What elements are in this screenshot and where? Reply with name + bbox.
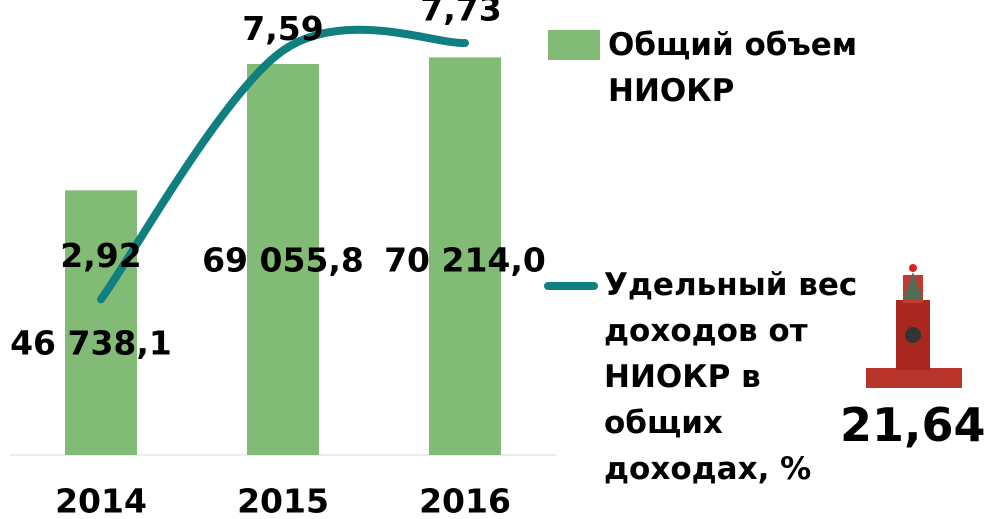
data-label: 70 214,0 bbox=[384, 241, 546, 280]
annotation: 21,64 bbox=[840, 398, 986, 452]
data-label: 7,59 bbox=[242, 9, 323, 48]
legend-swatch bbox=[544, 282, 598, 290]
bar bbox=[247, 63, 319, 456]
legend-swatch bbox=[548, 30, 600, 60]
x-tick-label: 2015 bbox=[237, 482, 329, 519]
bar bbox=[429, 57, 501, 456]
x-tick-label: 2014 bbox=[55, 482, 147, 519]
bar bbox=[65, 190, 137, 455]
data-label: 46 738,1 bbox=[10, 324, 172, 363]
data-label: 2,92 bbox=[60, 236, 141, 275]
line bbox=[97, 25, 469, 304]
kremlin-icon bbox=[866, 264, 962, 388]
legend-label: Удельный вес доходов от НИОКР в общих до… bbox=[604, 267, 858, 487]
legend-label: Общий объем НИОКР bbox=[608, 27, 858, 109]
data-label: 7,73 bbox=[420, 0, 501, 29]
x-tick-label: 2016 bbox=[419, 482, 511, 519]
data-label: 69 055,8 bbox=[202, 241, 364, 280]
